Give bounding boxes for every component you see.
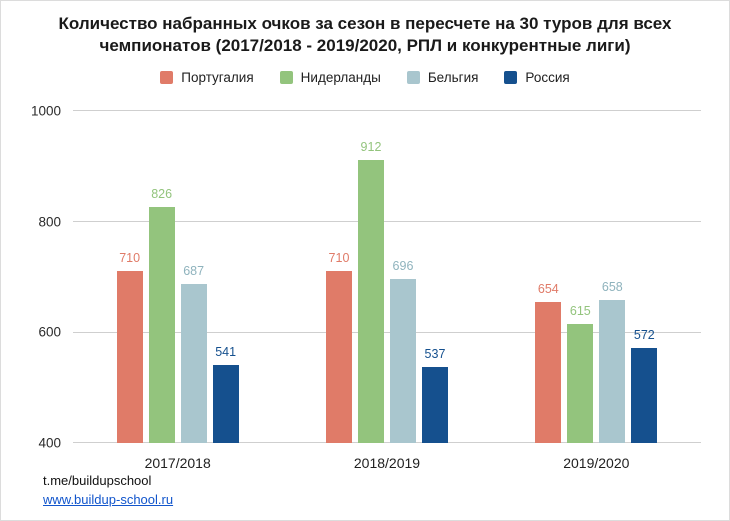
gridline	[73, 110, 701, 112]
bar: 696	[389, 259, 416, 443]
legend-label: Португалия	[181, 69, 254, 85]
gridline	[73, 442, 701, 444]
bar: 537	[421, 347, 448, 443]
legend-swatch	[406, 70, 420, 84]
legend-item: Португалия	[160, 69, 254, 85]
x-category-label: 2019/2020	[563, 454, 630, 471]
x-category-label: 2018/2019	[353, 454, 421, 471]
bar: 826	[148, 187, 175, 443]
gridline	[73, 221, 701, 223]
bar-value-label: 658	[601, 280, 623, 295]
legend-item: Россия	[504, 69, 570, 85]
gridlines	[73, 110, 701, 444]
legend-label: Россия	[525, 69, 570, 85]
bar: 572	[631, 328, 658, 443]
bar: 710	[325, 251, 352, 443]
y-tick-label: 800	[38, 214, 61, 230]
legend-item: Нидерланды	[279, 69, 381, 85]
bar-value-label: 696	[392, 259, 414, 274]
y-tick-label: 1000	[30, 103, 61, 119]
bar: 912	[357, 140, 384, 443]
bar: 615	[567, 304, 594, 443]
footer-telegram-link[interactable]: t.me/buildupschool	[43, 473, 152, 489]
bar: 710	[116, 251, 143, 443]
plot-groups: 710 826 687 541 2017/2018 710 912 696 537 2018/20…	[73, 111, 701, 471]
bar-value-label: 710	[328, 251, 350, 266]
bar-value-label: 912	[360, 139, 382, 154]
legend-swatch	[279, 70, 293, 84]
bar: 654	[535, 282, 562, 443]
chart-plot: 400 600 800 1000 710 826 687 541 2017/2018 710 91…	[31, 103, 701, 471]
legend-item: Бельгия	[406, 69, 479, 85]
legend-swatch	[160, 70, 174, 84]
bar-value-label: 826	[151, 187, 173, 202]
chart-title: Количество набранных очков за сезон в пе…	[58, 14, 672, 56]
x-category-label: 2017/2018	[144, 454, 211, 471]
footer: t.me/buildupschool www.buildup-school.ru	[43, 472, 173, 510]
bar-value-label: 541	[215, 344, 237, 359]
bar: 658	[599, 280, 626, 443]
bar: 541	[212, 345, 239, 443]
bar-value-label: 654	[537, 282, 559, 297]
legend-label: Нидерланды	[300, 69, 381, 85]
bar-value-label: 572	[633, 327, 655, 342]
bar-value-label: 615	[569, 303, 591, 318]
y-axis: 400 600 800 1000	[21, 103, 61, 450]
bar-group: 654 615 658 572 2019/2020	[492, 111, 701, 471]
footer-website-link[interactable]: www.buildup-school.ru	[43, 492, 174, 508]
gridline	[73, 331, 701, 333]
chart-legend: Португалия Нидерланды Бельгия Россия	[21, 70, 709, 85]
legend-swatch	[504, 70, 518, 84]
bar-group: 710 912 696 537 2018/2019	[282, 111, 491, 471]
y-tick-label: 600	[38, 324, 61, 340]
bar-value-label: 537	[424, 347, 446, 362]
bar-group: 710 826 687 541 2017/2018	[73, 111, 282, 471]
bar: 687	[180, 264, 207, 443]
legend-label: Бельгия	[427, 69, 479, 85]
y-tick-label: 400	[38, 435, 61, 451]
bar-value-label: 710	[119, 251, 141, 266]
bar-value-label: 687	[183, 264, 205, 279]
